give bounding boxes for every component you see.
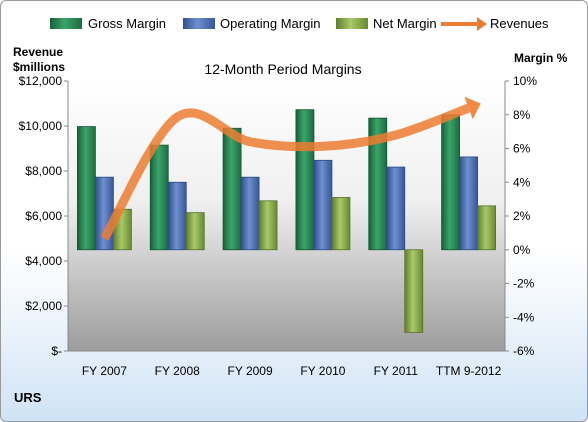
operating-margin-bar [386, 166, 406, 251]
left-tick-label: $10,000 [19, 119, 63, 133]
left-axis-title-line2: $millions [13, 60, 65, 74]
revenue-series [100, 96, 481, 241]
legend-label-operating-margin: Operating Margin [220, 16, 320, 31]
legend-label-revenues: Revenues [490, 16, 549, 31]
left-axis-title-line1: Revenue [13, 45, 63, 59]
right-tick-label: 6% [513, 142, 531, 156]
net-margin-bar [477, 205, 496, 251]
legend-swatch-gross-margin [50, 18, 82, 29]
right-tick-label: -2% [513, 277, 535, 291]
right-tick-label: -6% [513, 344, 535, 358]
left-tick-label: $2,000 [25, 299, 62, 313]
chart-title: 12-Month Period Margins [204, 61, 361, 77]
legend-label-gross-margin: Gross Margin [88, 16, 166, 31]
legend-swatch-operating-margin [183, 18, 215, 29]
net-margin-bar [404, 249, 424, 333]
company-label: URS [14, 390, 42, 405]
gross-margin-bar [295, 109, 315, 251]
operating-margin-bar [240, 176, 260, 251]
revenue-arrowhead [464, 96, 481, 120]
left-tick-label: $- [51, 344, 62, 358]
gross-margin-bar [77, 126, 96, 251]
operating-margin-bar [459, 156, 478, 251]
left-tick-label: $8,000 [25, 164, 62, 178]
gross-margin-bar [441, 114, 460, 251]
revenue-line [100, 103, 471, 241]
right-tick-label: 2% [513, 209, 531, 223]
category-label: FY 2008 [155, 364, 200, 378]
category-labels: FY 2007 FY 2008 FY 2009 FY 2010 FY 2011 TTM 9… [82, 364, 502, 378]
left-tick-label: $4,000 [25, 254, 62, 268]
legend-label-net-margin: Net Margin [373, 16, 437, 31]
left-tick-label: $12,000 [19, 74, 63, 88]
category-label: FY 2010 [300, 364, 345, 378]
category-label: FY 2011 [374, 364, 419, 378]
right-tick-label: -4% [513, 310, 535, 324]
gross-margin-bar [149, 144, 169, 251]
left-tick-label: $6,000 [25, 209, 62, 223]
right-tick-label: 8% [513, 108, 531, 122]
net-margin-bar [185, 212, 205, 251]
right-tick-label: 10% [513, 74, 537, 88]
left-axis-ticks: $- $2,000 $4,000 $6,000 $8,000 $10,000 $12,000 [19, 74, 68, 358]
category-label: TTM 9-2012 [436, 364, 502, 378]
right-axis-title: Margin % [514, 51, 568, 65]
operating-margin-bar [167, 181, 187, 251]
category-label: FY 2009 [228, 364, 273, 378]
gross-margin-bar [222, 127, 242, 251]
net-margin-bar [331, 197, 351, 251]
legend-swatch-net-margin [336, 18, 368, 29]
operating-margin-bar [95, 176, 114, 251]
net-margin-bar [258, 200, 278, 251]
right-axis-ticks: -6% -4% -2% 0% 2% 4% 6% 8% 10% [505, 74, 537, 358]
right-tick-label: 4% [513, 175, 531, 189]
operating-margin-bar [313, 159, 333, 251]
legend-arrow-revenues [477, 17, 487, 31]
category-label: FY 2007 [82, 364, 127, 378]
right-tick-label: 0% [513, 243, 531, 257]
legend: Gross Margin Operating Margin Net Margin… [50, 16, 549, 31]
